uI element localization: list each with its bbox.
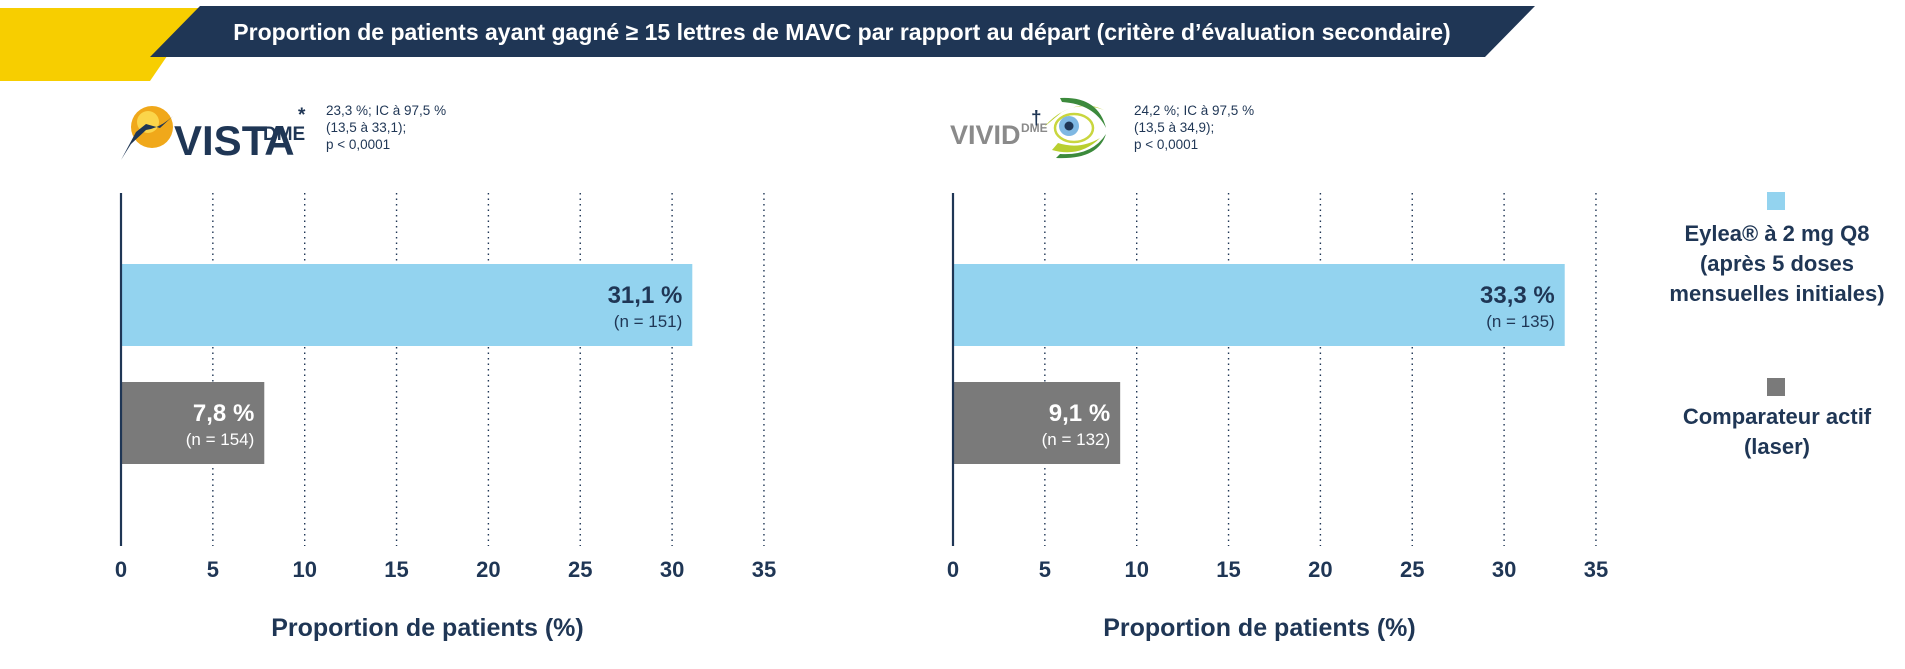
- vivid-logo-sub: DME: [1021, 121, 1048, 135]
- tick-label: 0: [115, 557, 127, 582]
- tick-label: 15: [1216, 557, 1240, 582]
- bar-comparator: [121, 382, 265, 464]
- tick-label: 25: [1400, 557, 1424, 582]
- vista-stat-line-1: 23,3 %; IC à 97,5 %: [326, 103, 446, 118]
- bar-comparator: [953, 382, 1121, 464]
- bar-value-label: 7,8 %: [193, 400, 254, 427]
- legend-comparator-line-2: (laser): [1744, 434, 1810, 459]
- title-accent: [0, 8, 200, 81]
- tick-label: 0: [947, 557, 959, 582]
- bar-n-label: (n = 151): [614, 312, 683, 331]
- vivid-stat-line-2: (13,5 à 34,9);: [1134, 120, 1214, 135]
- legend-eylea-line-3: mensuelles initiales): [1669, 281, 1884, 306]
- vivid-logo: VIVID DME †: [950, 97, 1106, 159]
- tick-label: 20: [476, 557, 500, 582]
- vivid-stats: 24,2 %; IC à 97,5 % (13,5 à 34,9); p < 0…: [1134, 103, 1254, 152]
- tick-label: 30: [1492, 557, 1516, 582]
- vista-logo-mark: *: [298, 105, 306, 126]
- legend-swatch-comparator: [1767, 378, 1785, 396]
- tick-label: 10: [292, 557, 316, 582]
- x-axis-title: Proportion de patients (%): [271, 614, 584, 642]
- tick-label: 10: [1124, 557, 1148, 582]
- vista-logo-sub: DME: [263, 124, 305, 145]
- vista-logo-text: VISTA: [174, 117, 295, 164]
- bar-eylea: [121, 264, 693, 346]
- title-banner: [150, 6, 1535, 57]
- bar-eylea: [953, 264, 1565, 346]
- x-axis-title: Proportion de patients (%): [1103, 614, 1416, 642]
- vivid-stat-line-1: 24,2 %; IC à 97,5 %: [1134, 103, 1254, 118]
- chart-title: Proportion de patients ayant gagné ≥ 15 …: [233, 19, 1450, 45]
- legend-eylea-line-2: (après 5 doses: [1700, 251, 1854, 276]
- legend-eylea-line-1: Eylea® à 2 mg Q8: [1685, 221, 1870, 246]
- vivid-plot: 33,3 % (n = 135) 9,1 % (n = 132) 0 5 10 15 20 25 3…: [947, 193, 1608, 642]
- tick-label: 15: [384, 557, 408, 582]
- vivid-logo-mark: †: [1031, 108, 1042, 129]
- legend-comparator-line-1: Comparateur actif: [1683, 404, 1872, 429]
- bar-value-label: 9,1 %: [1049, 400, 1110, 427]
- legend: Eylea® à 2 mg Q8 (après 5 doses mensuell…: [1669, 192, 1885, 459]
- vista-stats: 23,3 %; IC à 97,5 % (13,5 à 33,1); p < 0…: [326, 103, 446, 152]
- tick-label: 35: [752, 557, 776, 582]
- tick-label: 5: [1039, 557, 1051, 582]
- legend-swatch-eylea: [1767, 192, 1785, 210]
- tick-label: 20: [1308, 557, 1332, 582]
- vista-stat-line-2: (13,5 à 33,1);: [326, 120, 406, 135]
- bar-n-label: (n = 132): [1042, 430, 1111, 449]
- vista-stat-line-3: p < 0,0001: [326, 137, 390, 152]
- tick-label: 5: [207, 557, 219, 582]
- vista-plot: 31,1 % (n = 151) 7,8 % (n = 154) 0 5 10 15 20 25 3…: [115, 193, 776, 642]
- vista-logo: VISTA DME *: [121, 105, 306, 164]
- tick-label: 30: [660, 557, 684, 582]
- bar-value-label: 33,3 %: [1480, 282, 1555, 309]
- vivid-stat-line-3: p < 0,0001: [1134, 137, 1198, 152]
- tick-label: 35: [1584, 557, 1608, 582]
- vivid-logo-text: VIVID: [950, 120, 1021, 150]
- bar-n-label: (n = 154): [186, 430, 255, 449]
- tick-label: 25: [568, 557, 592, 582]
- bar-n-label: (n = 135): [1486, 312, 1555, 331]
- bar-value-label: 31,1 %: [608, 282, 683, 309]
